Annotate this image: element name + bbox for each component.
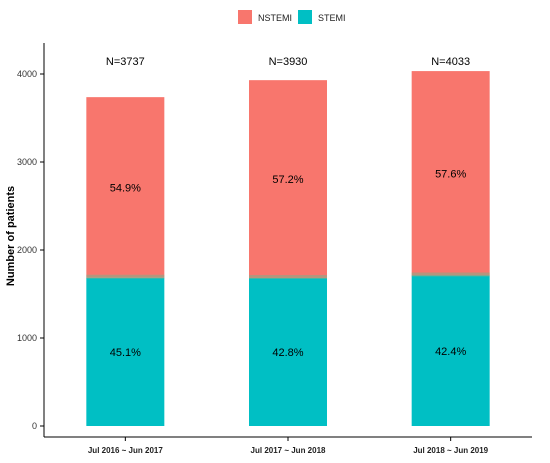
pct-label-nstemi: 57.6% [435,168,466,180]
y-tick-label: 1000 [17,333,37,343]
bar-boundary-band [411,272,490,277]
bar-boundary-band [86,274,165,279]
y-ticks: 0 1000 2000 3000 4000 [17,69,44,431]
bars [86,71,490,426]
legend: NSTEMI STEMI [238,10,346,24]
legend-swatch-stemi [298,10,312,24]
x-tick-label: Jul 2016 ~ Jun 2017 [88,446,163,455]
y-tick-label: 0 [32,421,37,431]
x-tick-label: Jul 2018 ~ Jun 2019 [413,446,488,455]
bar-nstemi [411,71,490,276]
total-label: N=3930 [269,56,308,68]
y-tick-label: 2000 [17,245,37,255]
bar-nstemi [86,97,165,278]
bar-stemi [249,277,327,426]
legend-label-nstemi: NSTEMI [258,13,292,23]
bar-stemi [411,275,490,426]
pct-label-nstemi: 57.2% [272,174,303,186]
pct-label-nstemi: 54.9% [110,182,141,194]
pct-label-stemi: 42.4% [435,346,466,358]
total-label: N=4033 [431,56,470,68]
bar-boundary-band [249,274,327,279]
y-axis-label: Number of patients [5,186,17,286]
legend-label-stemi: STEMI [318,13,346,23]
bar-nstemi [249,80,327,278]
bar-stemi [86,277,165,426]
x-tick-label: Jul 2017 ~ Jun 2018 [251,446,326,455]
x-ticks: Jul 2016 ~ Jun 2017 Jul 2017 ~ Jun 2018 Ju… [88,437,489,455]
bar-labels: 45.1% 54.9% N=3737 42.8% 57.2% N=3930 42.4% 57.… [106,56,470,359]
y-tick-label: 4000 [17,69,37,79]
y-tick-label: 3000 [17,157,37,167]
total-label: N=3737 [106,56,145,68]
pct-label-stemi: 45.1% [110,347,141,359]
legend-swatch-nstemi [238,10,252,24]
pct-label-stemi: 42.8% [272,347,303,359]
